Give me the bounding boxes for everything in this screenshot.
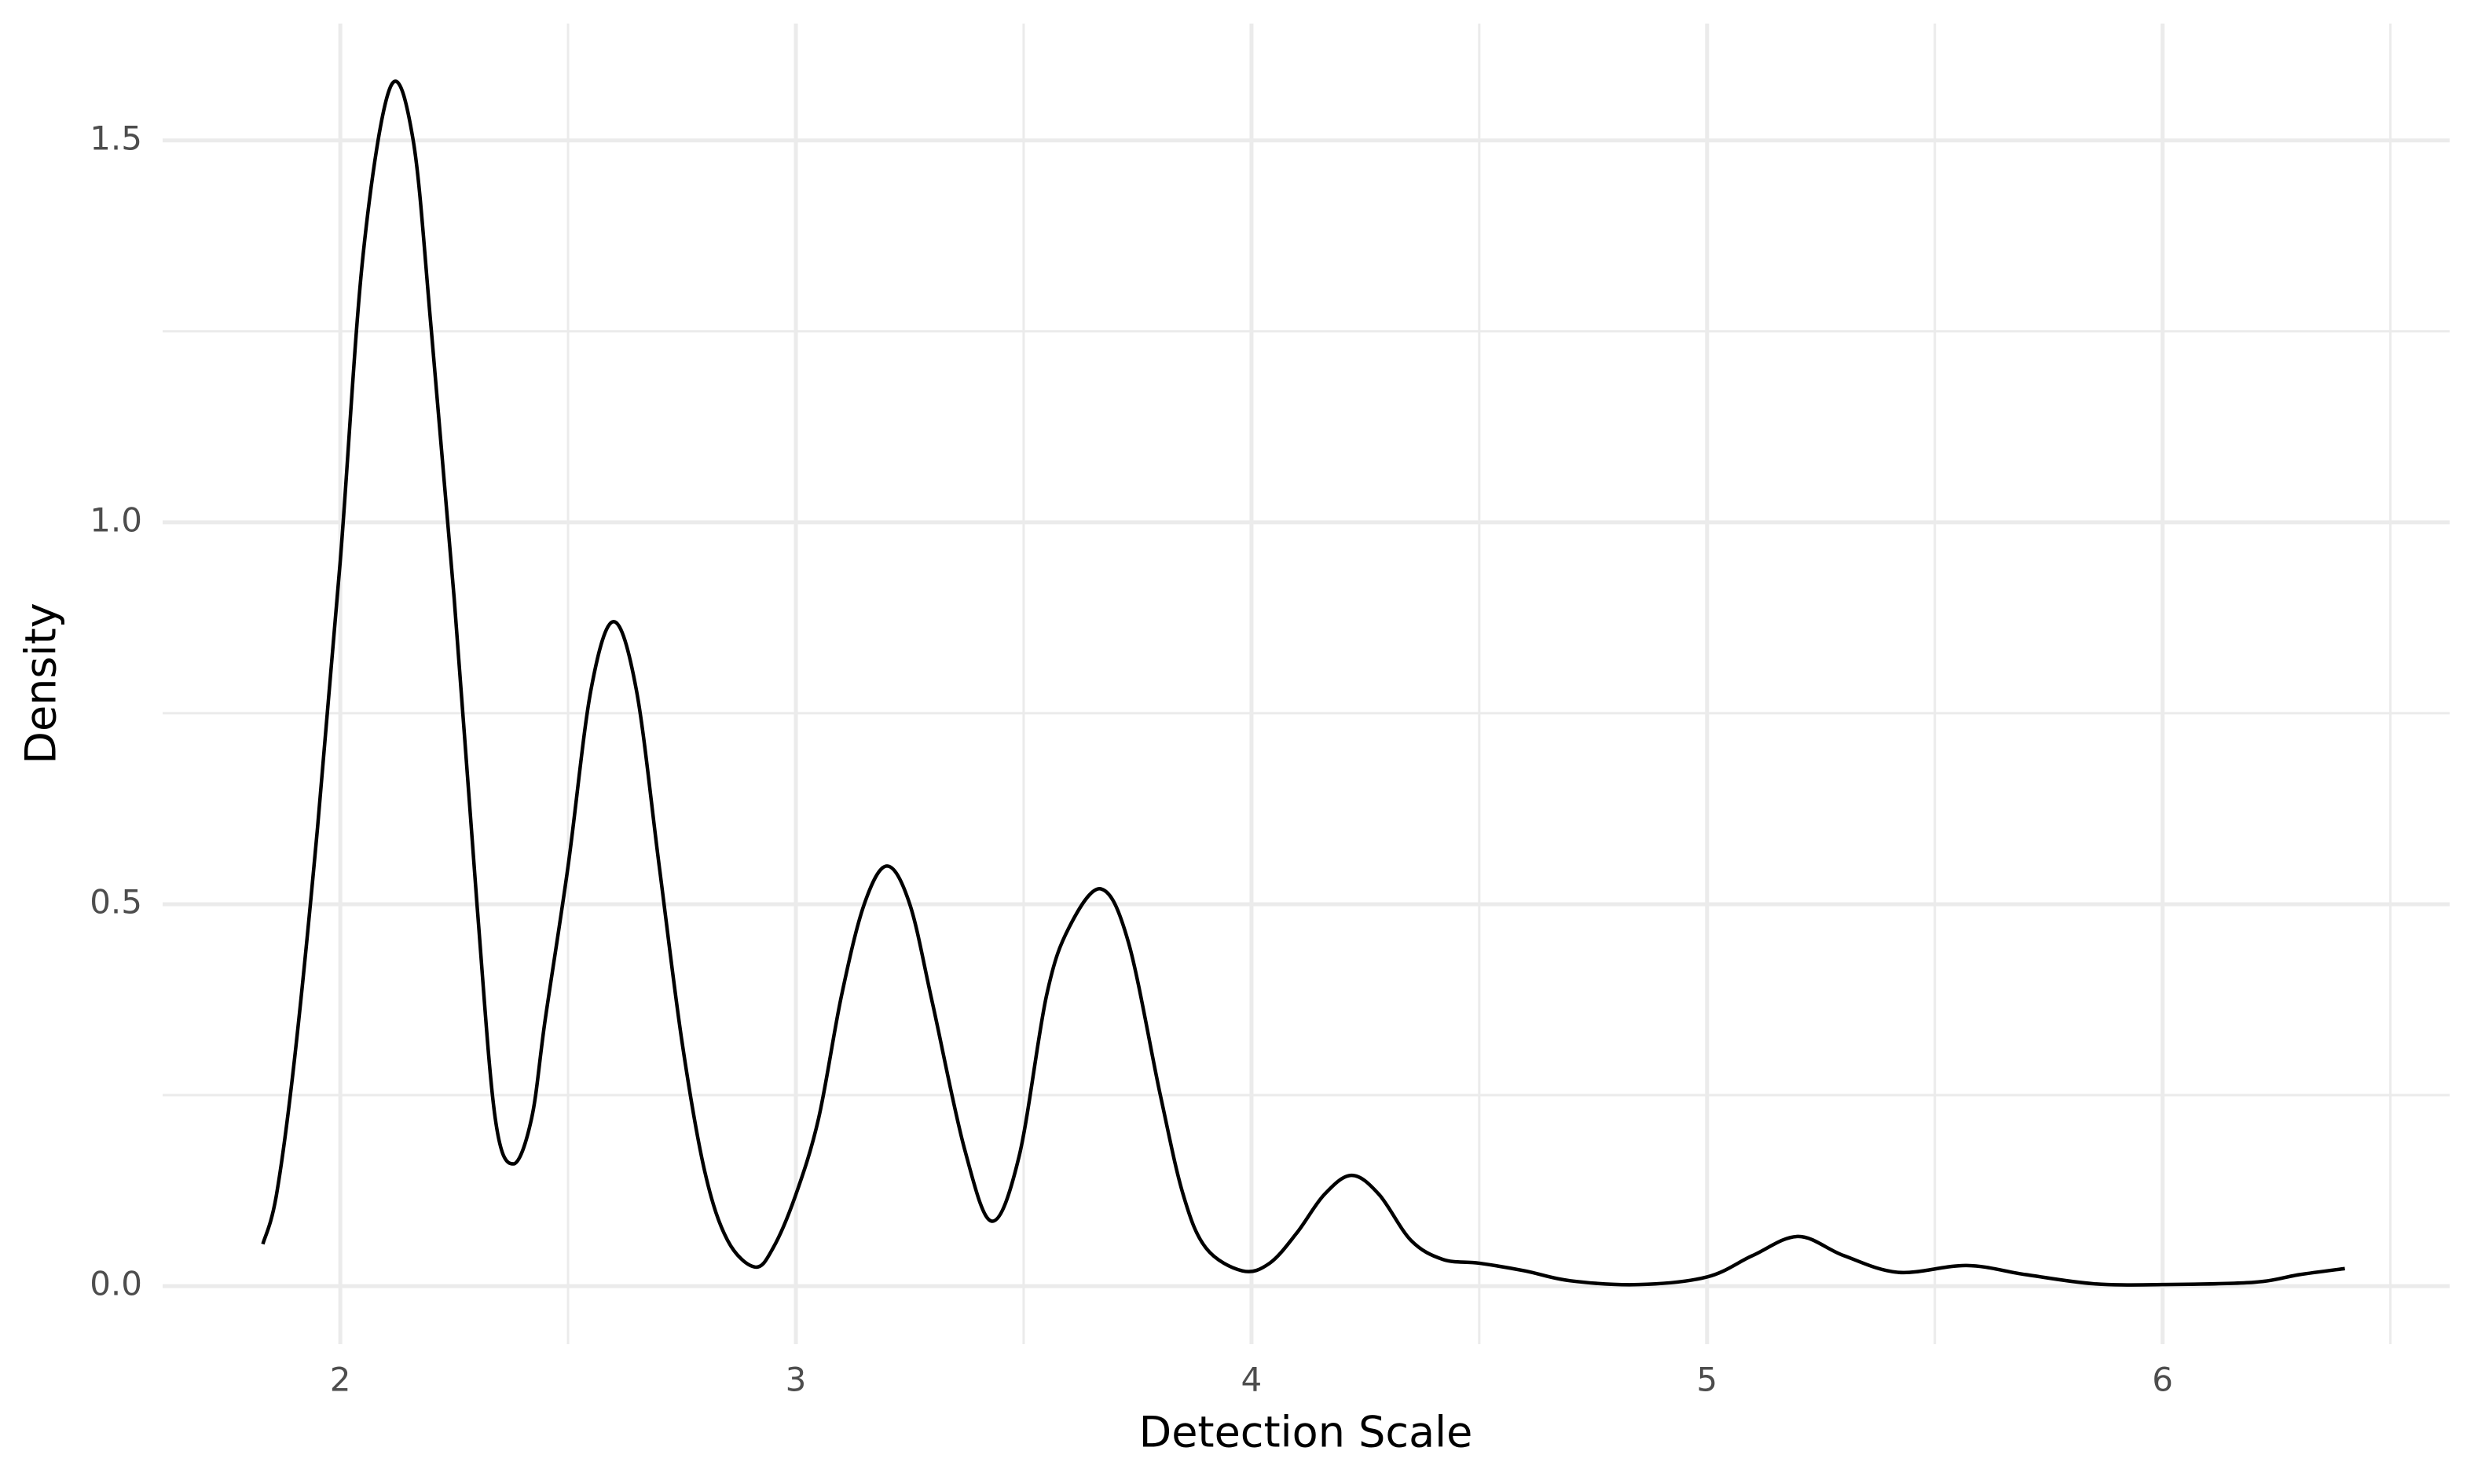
x-tick-label: 4 bbox=[1241, 1361, 1263, 1399]
x-axis-title: Detection Scale bbox=[1139, 1408, 1473, 1457]
x-tick-label: 6 bbox=[2152, 1361, 2173, 1399]
grid bbox=[163, 24, 2450, 1344]
y-tick-label: 0.5 bbox=[90, 882, 142, 921]
x-tick-label: 2 bbox=[330, 1361, 351, 1399]
y-axis-title: Density bbox=[16, 603, 66, 764]
y-tick-label: 1.0 bbox=[90, 500, 142, 539]
y-tick-label: 0.0 bbox=[90, 1265, 142, 1303]
x-tick-label: 5 bbox=[1696, 1361, 1717, 1399]
x-tick-label: 3 bbox=[786, 1361, 807, 1399]
density-line bbox=[261, 79, 2345, 1287]
y-tick-label: 1.5 bbox=[90, 119, 142, 157]
